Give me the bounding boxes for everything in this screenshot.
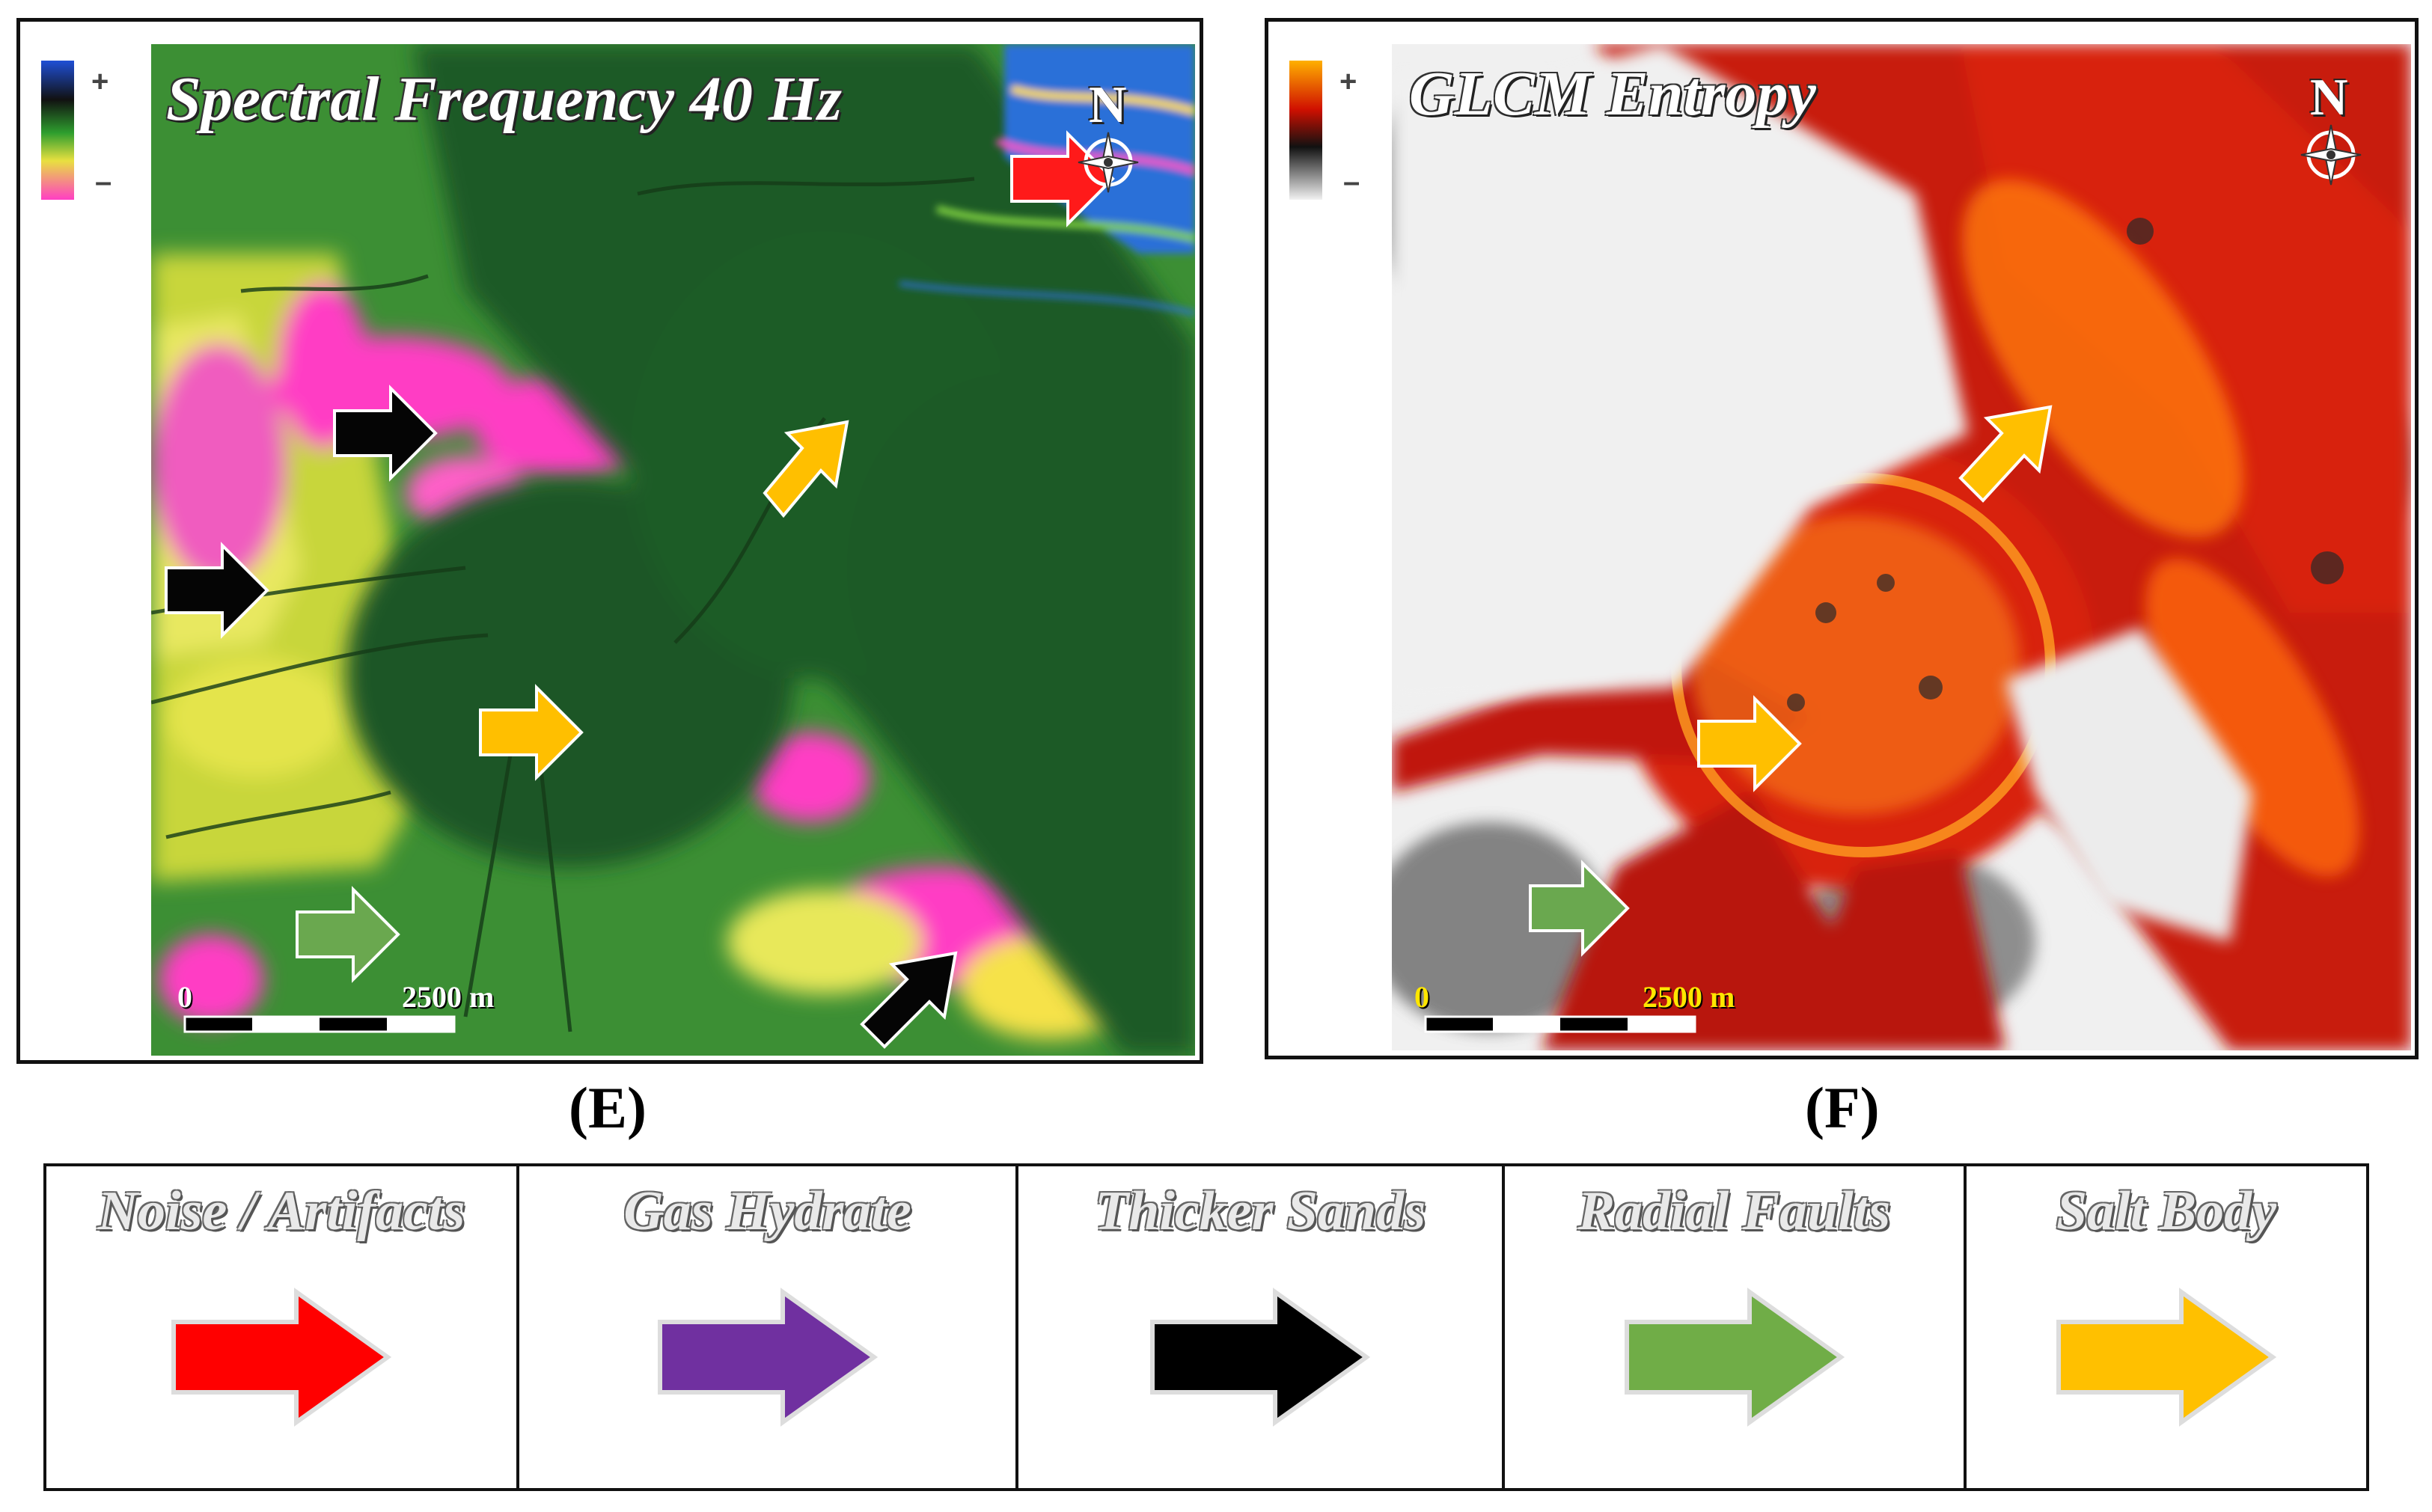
arrow-faults <box>296 886 400 983</box>
colorbar-plus-e: + <box>91 65 109 98</box>
legend-label: Noise / Artifacts <box>97 1181 465 1242</box>
panel-f-title: GLCM Entropy <box>1409 59 1816 129</box>
spectral-frequency-map <box>151 44 1195 1056</box>
scale-end-e: 2500 m <box>402 980 495 1014</box>
compass-icon <box>1077 131 1140 194</box>
legend-label: Radial Faults <box>1577 1181 1891 1242</box>
colorbar-plus-f: + <box>1339 65 1357 98</box>
glcm-entropy-map <box>1392 44 2411 1050</box>
colorbar-f <box>1289 61 1322 200</box>
legend-label: Salt Body <box>2056 1181 2276 1242</box>
panel-e-title: Spectral Frequency 40 Hz <box>166 64 842 134</box>
compass-icon <box>2300 123 2362 186</box>
north-label-f: N <box>2310 69 2348 126</box>
scale-zero-f: 0 <box>1414 980 1429 1014</box>
legend-label: Gas Hydrate <box>623 1181 911 1242</box>
black-arrow-icon <box>1148 1286 1372 1432</box>
arrow-sands-3 <box>860 951 958 1049</box>
panel-f-label: (F) <box>1805 1075 1880 1140</box>
purple-arrow-icon <box>656 1286 880 1432</box>
scale-bar-f <box>1424 1015 1696 1033</box>
arrow-sands-1 <box>333 385 438 482</box>
scale-bar-e <box>183 1015 456 1033</box>
arrow-faults-f <box>1529 860 1630 957</box>
panel-e-label: (E) <box>569 1075 647 1140</box>
legend-item-thicker-sands: Thicker Sands <box>1018 1166 1505 1488</box>
arrow-sands-2 <box>165 542 269 639</box>
colorbar-e <box>41 61 74 200</box>
yellow-arrow-icon <box>2054 1286 2279 1432</box>
colorbar-minus-e: – <box>95 165 112 198</box>
north-label-e: N <box>1089 76 1127 134</box>
legend-item-salt-body: Salt Body <box>1967 1166 2366 1488</box>
scale-end-f: 2500 m <box>1643 980 1735 1014</box>
legend-item-radial-faults: Radial Faults <box>1505 1166 1967 1488</box>
green-arrow-icon <box>1622 1286 1847 1432</box>
colorbar-minus-f: – <box>1343 165 1360 198</box>
panel-e: + – Spectral Frequency 40 Hz N 0 2500 m <box>16 18 1203 1064</box>
scale-zero-e: 0 <box>177 980 192 1014</box>
red-arrow-icon <box>169 1286 394 1432</box>
legend-item-noise: Noise / Artifacts <box>46 1166 519 1488</box>
arrow-salt-2 <box>479 684 584 781</box>
arrow-salt-f1 <box>1958 405 2053 503</box>
arrow-legend: Noise / Artifacts Gas Hydrate Thicker Sa… <box>43 1163 2369 1491</box>
arrow-salt-1 <box>763 420 849 518</box>
legend-item-gas-hydrate: Gas Hydrate <box>519 1166 1018 1488</box>
legend-label: Thicker Sands <box>1094 1181 1426 1242</box>
arrow-salt-f2 <box>1697 695 1802 792</box>
panel-f: + – GLCM Entropy N 0 2500 m <box>1265 18 2419 1059</box>
